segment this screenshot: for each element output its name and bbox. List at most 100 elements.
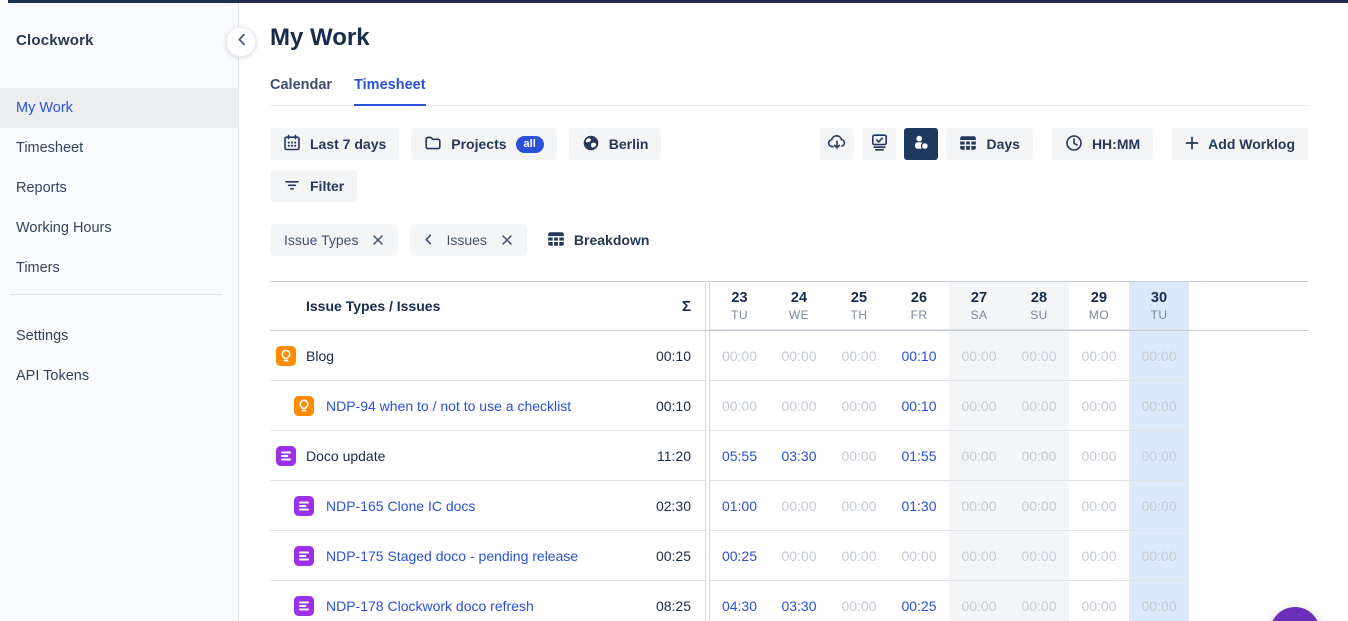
team-view-button[interactable]	[904, 128, 939, 160]
worklog-cell[interactable]: 00:00	[769, 381, 829, 431]
tab-timesheet[interactable]: Timesheet	[354, 77, 426, 106]
group-label[interactable]: Doco update	[306, 447, 386, 464]
issue-link[interactable]: NDP-165 Clone IC docs	[326, 497, 476, 514]
worklog-cell[interactable]: 00:00	[1069, 531, 1129, 581]
worklog-cell[interactable]: 01:30	[889, 481, 949, 531]
projects-filter-button[interactable]: Projects all	[411, 128, 557, 160]
day-header[interactable]: 24 WE	[769, 282, 829, 330]
close-icon[interactable]	[501, 234, 513, 246]
row-total: 00:10	[655, 347, 691, 364]
worklog-cell[interactable]: 00:00	[769, 481, 829, 531]
worklog-cell[interactable]: 00:00	[829, 481, 889, 531]
day-header[interactable]: 30 TU	[1129, 282, 1189, 330]
sidebar-item-settings[interactable]: Settings	[16, 328, 69, 344]
chip-issue-types[interactable]: Issue Types	[270, 224, 399, 256]
chip-issues[interactable]: Issues	[410, 224, 527, 256]
sidebar-collapse-button[interactable]	[226, 27, 256, 57]
issue-cell[interactable]: NDP-165 Clone IC docs 02:30	[270, 481, 706, 531]
sidebar-item-timers[interactable]: Timers	[16, 260, 60, 276]
worklog-cell[interactable]: 00:00	[709, 331, 769, 381]
worklog-cell[interactable]: 00:00	[1009, 381, 1069, 431]
day-header[interactable]: 29 MO	[1069, 282, 1129, 330]
group-label[interactable]: Blog	[306, 347, 335, 364]
approvals-button[interactable]	[862, 128, 897, 160]
time-format-button[interactable]: HH:MM	[1051, 128, 1154, 160]
day-number: 23	[731, 289, 748, 306]
day-header[interactable]: 25 TH	[829, 282, 889, 330]
worklog-cell[interactable]: 00:00	[1069, 431, 1129, 481]
worklog-cell[interactable]: 00:00	[1129, 481, 1189, 531]
help-fab-button[interactable]	[1270, 607, 1320, 621]
worklog-cell[interactable]: 01:55	[889, 431, 949, 481]
worklog-cell[interactable]: 00:00	[1069, 381, 1129, 431]
worklog-cell[interactable]: 04:30	[709, 581, 769, 621]
worklog-cell[interactable]: 00:00	[1129, 331, 1189, 381]
worklog-cell[interactable]: 00:00	[829, 581, 889, 621]
issue-cell[interactable]: NDP-175 Staged doco - pending release 00:…	[270, 531, 706, 581]
worklog-cell[interactable]: 05:55	[709, 431, 769, 481]
worklog-cell[interactable]: 00:00	[1129, 531, 1189, 581]
worklog-cell[interactable]: 00:00	[1069, 331, 1129, 381]
worklog-cell[interactable]: 00:00	[1129, 431, 1189, 481]
worklog-cell[interactable]: 00:25	[889, 581, 949, 621]
worklog-cell[interactable]: 00:00	[1009, 531, 1069, 581]
day-number: 29	[1090, 289, 1108, 306]
worklog-cell[interactable]: 00:00	[1129, 581, 1189, 621]
worklog-cell[interactable]: 00:00	[1129, 381, 1189, 431]
worklog-cell[interactable]: 00:00	[1069, 581, 1129, 621]
date-range-button[interactable]: Last 7 days	[270, 128, 400, 160]
issue-cell[interactable]: NDP-94 when to / not to use a checklist 0…	[270, 381, 706, 431]
issue-cell[interactable]: Doco update 11:20	[270, 431, 706, 481]
worklog-cell[interactable]: 00:10	[889, 331, 949, 381]
worklog-cell[interactable]: 00:25	[709, 531, 769, 581]
worklog-cell[interactable]: 01:00	[709, 481, 769, 531]
worklog-cell[interactable]: 00:00	[949, 431, 1009, 481]
tab-calendar[interactable]: Calendar	[270, 77, 333, 93]
issue-cell[interactable]: NDP-178 Clockwork doco refresh 08:25	[270, 581, 706, 621]
day-header[interactable]: 23 TU	[709, 282, 769, 330]
days-view-button[interactable]: Days	[946, 128, 1033, 160]
day-name: TH	[850, 307, 868, 322]
filter-button[interactable]: Filter	[270, 170, 358, 202]
worklog-cell[interactable]: 00:00	[829, 331, 889, 381]
day-header[interactable]: 28 SU	[1009, 282, 1069, 330]
worklog-cell[interactable]: 00:00	[949, 531, 1009, 581]
worklog-cell[interactable]: 03:30	[769, 581, 829, 621]
worklog-cell[interactable]: 00:00	[829, 531, 889, 581]
worklog-cell[interactable]: 00:00	[1009, 481, 1069, 531]
worklog-cell[interactable]: 00:00	[949, 581, 1009, 621]
worklog-cell[interactable]: 00:10	[889, 381, 949, 431]
sidebar-item-api-tokens[interactable]: API Tokens	[16, 368, 90, 384]
sidebar-secondary-nav: Settings API Tokens	[0, 316, 238, 396]
worklog-cell[interactable]: 00:00	[949, 381, 1009, 431]
timezone-button[interactable]: Berlin	[568, 128, 662, 160]
worklog-cell[interactable]: 00:00	[769, 331, 829, 381]
breakdown-toggle[interactable]: Breakdown	[547, 231, 649, 250]
worklog-cell[interactable]: 00:00	[829, 431, 889, 481]
issue-cell[interactable]: Blog 00:10	[270, 331, 706, 381]
issue-link[interactable]: NDP-178 Clockwork doco refresh	[326, 597, 534, 614]
worklog-cell[interactable]: 00:00	[769, 531, 829, 581]
sidebar-item-timesheet[interactable]: Timesheet	[16, 140, 84, 156]
worklog-cell[interactable]: 00:00	[1009, 581, 1069, 621]
issue-link[interactable]: NDP-94 when to / not to use a checklist	[326, 397, 572, 414]
worklog-cell[interactable]: 00:00	[949, 331, 1009, 381]
worklog-cell[interactable]: 00:00	[709, 381, 769, 431]
issue-link[interactable]: NDP-175 Staged doco - pending release	[326, 547, 579, 564]
chevron-left-icon[interactable]	[424, 232, 432, 248]
worklog-cell[interactable]: 00:00	[829, 381, 889, 431]
sidebar-item-my-work[interactable]: My Work	[0, 88, 238, 128]
worklog-cell[interactable]: 00:00	[1009, 431, 1069, 481]
close-icon[interactable]	[372, 234, 384, 246]
sidebar-item-working-hours[interactable]: Working Hours	[16, 220, 112, 236]
worklog-cell[interactable]: 00:00	[889, 531, 949, 581]
add-worklog-button[interactable]: Add Worklog	[1172, 128, 1308, 160]
worklog-cell[interactable]: 03:30	[769, 431, 829, 481]
sidebar-item-reports[interactable]: Reports	[16, 180, 67, 196]
worklog-cell[interactable]: 00:00	[949, 481, 1009, 531]
worklog-cell[interactable]: 00:00	[1009, 331, 1069, 381]
worklog-cell[interactable]: 00:00	[1069, 481, 1129, 531]
day-header[interactable]: 27 SA	[949, 282, 1009, 330]
export-button[interactable]	[820, 128, 855, 160]
day-header[interactable]: 26 FR	[889, 282, 949, 330]
